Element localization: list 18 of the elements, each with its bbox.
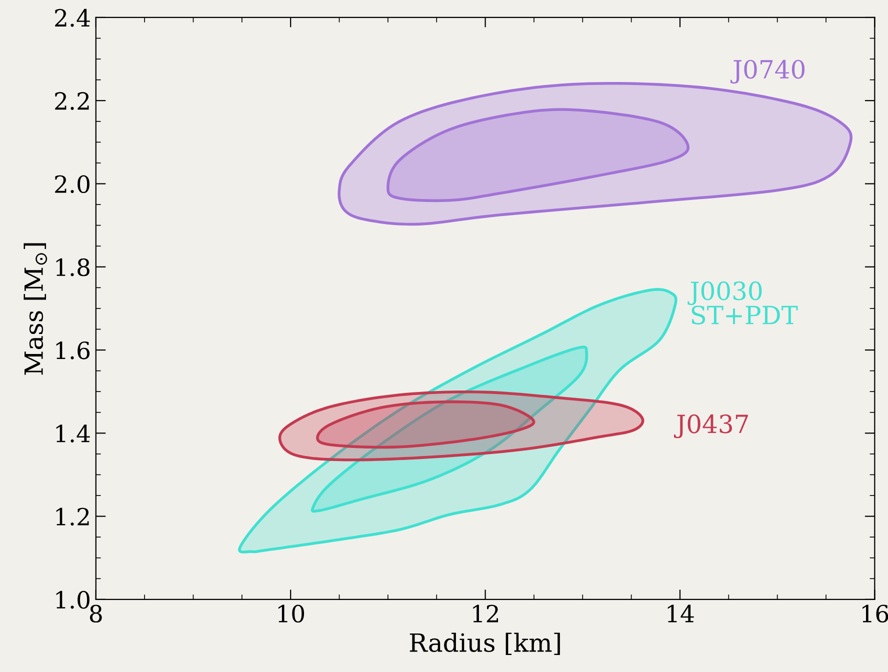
x-tick-label: 14 bbox=[668, 604, 694, 622]
y-axis-title: Mass [M$_{⊙}$] bbox=[24, 243, 48, 375]
series-label: J0030 ST+PDT bbox=[688, 281, 798, 324]
y-tick-label: 2.4 bbox=[55, 8, 90, 27]
x-tick-label: 12 bbox=[473, 604, 498, 622]
x-tick-label: 10 bbox=[278, 604, 304, 623]
y-tick-label: 1.6 bbox=[56, 341, 90, 360]
y-tick-label: 2.2 bbox=[55, 92, 89, 110]
y-tick-label: 1.4 bbox=[56, 424, 90, 442]
y-tick-label: 1.2 bbox=[56, 508, 89, 526]
series-label: J0437 bbox=[674, 414, 748, 438]
x-tick-label: 8 bbox=[90, 604, 102, 623]
x-axis-title: Radius [km] bbox=[410, 632, 560, 655]
x-tick-label: 16 bbox=[862, 604, 888, 623]
y-tick-label: 1.8 bbox=[56, 258, 90, 276]
y-tick-label: 1.0 bbox=[56, 590, 90, 609]
y-tick-label: 2.0 bbox=[55, 175, 90, 194]
series-label: J0740 bbox=[730, 60, 805, 84]
